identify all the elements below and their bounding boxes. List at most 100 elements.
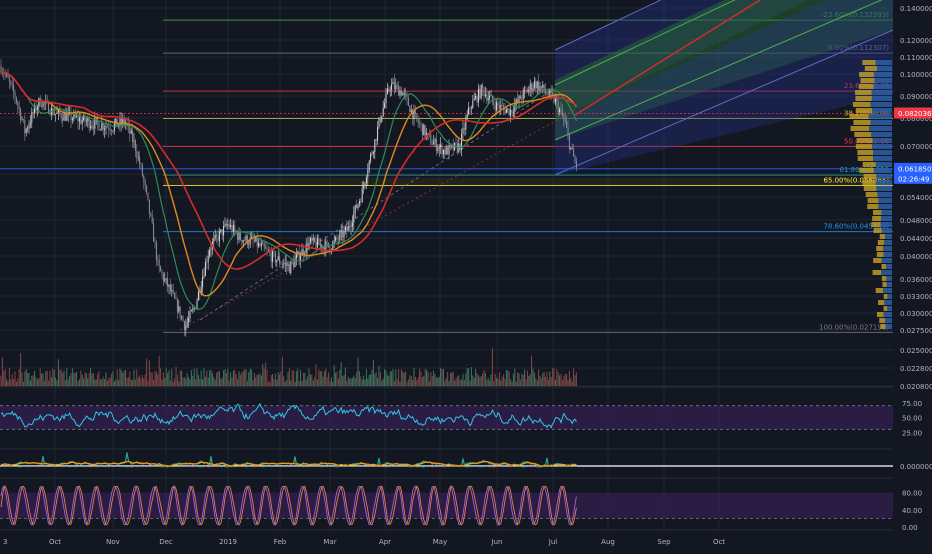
macd-histogram-bar — [321, 466, 323, 468]
volume-profile-bar — [872, 150, 892, 155]
macd-histogram-bar — [360, 466, 362, 468]
macd-histogram-bar — [279, 466, 281, 467]
volume-bar — [470, 367, 472, 386]
trend-line-dotted — [199, 87, 556, 321]
candle-body — [4, 73, 6, 75]
macd-histogram-bar — [290, 466, 292, 468]
macd-histogram-bar — [112, 466, 114, 468]
candle-body — [542, 84, 544, 88]
volume-bar — [242, 371, 244, 386]
macd-histogram-bar — [421, 466, 423, 468]
candle-body — [368, 160, 370, 171]
macd-histogram-bar — [430, 466, 432, 467]
macd-histogram-bar — [330, 466, 332, 467]
volume-bar — [458, 375, 460, 386]
volume-bar — [378, 366, 380, 386]
volume-bar — [321, 370, 323, 386]
macd-histogram-bar — [214, 466, 216, 467]
candle-body — [210, 248, 212, 251]
volume-bar — [340, 361, 342, 386]
candle-body — [497, 102, 499, 106]
macd-histogram-bar — [357, 466, 359, 468]
volume-bar — [519, 379, 521, 386]
candle-body — [564, 119, 566, 123]
macd-histogram-bar — [406, 466, 408, 467]
volume-bar — [449, 372, 451, 386]
candle-body — [472, 100, 474, 109]
volume-bar — [326, 377, 328, 386]
volume-bar — [391, 371, 393, 386]
volume-profile-bar — [881, 264, 887, 269]
candle-body — [566, 122, 568, 128]
macd-histogram-bar — [503, 466, 505, 468]
macd-histogram-bar — [484, 466, 486, 467]
candle-body — [136, 150, 138, 158]
price-axis-tick-label: 0.054000 — [900, 194, 932, 202]
volume-bar — [179, 370, 181, 386]
candle-body — [248, 244, 250, 245]
candle-body — [461, 133, 463, 151]
candle-body — [398, 85, 400, 96]
macd-histogram-bar — [32, 466, 34, 467]
volume-bar — [370, 374, 372, 386]
volume-bar — [134, 379, 136, 386]
volume-bar — [290, 380, 292, 386]
macd-histogram-bar — [431, 466, 433, 468]
candle-body — [308, 242, 310, 250]
macd-histogram-bar — [130, 466, 132, 468]
volume-bar — [568, 370, 570, 386]
candle-body — [167, 278, 169, 287]
candle-body — [34, 105, 36, 114]
candle-body — [253, 240, 255, 242]
candle-body — [266, 248, 268, 250]
macd-histogram-bar — [526, 466, 528, 468]
candle-body — [78, 117, 80, 122]
macd-histogram-bar — [476, 466, 478, 467]
macd-histogram-bar — [435, 466, 437, 468]
candle-body — [554, 98, 556, 103]
macd-histogram-bar — [465, 466, 467, 468]
volume-bar — [399, 381, 401, 386]
volume-bar — [188, 377, 190, 386]
volume-bar — [538, 369, 540, 386]
macd-histogram-bar — [437, 466, 439, 467]
volume-bar — [447, 371, 449, 386]
volume-bar — [333, 365, 335, 386]
macd-histogram-bar — [319, 466, 321, 467]
volume-bar — [266, 369, 268, 386]
candle-body — [288, 264, 290, 273]
volume-profile-bar — [876, 174, 892, 179]
macd-histogram-bar — [204, 466, 206, 467]
stoch-d-line — [0, 485, 577, 526]
volume-bar — [221, 377, 223, 386]
macd-histogram-bar — [74, 466, 76, 468]
volume-bar — [69, 375, 71, 386]
macd-histogram-bar — [480, 466, 482, 467]
candle-body — [160, 266, 162, 272]
macd-histogram-bar — [70, 466, 72, 468]
fib-level-label: 0.00%(0.112307) — [828, 44, 889, 52]
macd-histogram-bar — [335, 466, 337, 468]
macd-histogram-bar — [367, 466, 369, 467]
candle-body — [568, 134, 570, 150]
volume-bar — [409, 374, 411, 386]
volume-bar — [469, 380, 471, 386]
volume-bar — [115, 379, 117, 386]
macd-histogram-bar — [314, 466, 316, 467]
volume-bar — [255, 377, 257, 386]
volume-bar — [522, 374, 524, 386]
candle-body — [437, 149, 439, 151]
volume-bar — [517, 372, 519, 386]
candle-body — [64, 113, 66, 121]
candle-body — [70, 111, 72, 121]
candle-body — [319, 244, 321, 245]
macd-histogram-bar — [297, 466, 299, 467]
volume-bar — [29, 380, 31, 386]
macd-histogram-bar — [53, 466, 55, 468]
candle-body — [381, 115, 383, 122]
macd-histogram-bar — [493, 466, 495, 468]
candle-body — [137, 156, 139, 158]
volume-bar — [101, 379, 103, 386]
price-tag-box — [894, 107, 932, 119]
